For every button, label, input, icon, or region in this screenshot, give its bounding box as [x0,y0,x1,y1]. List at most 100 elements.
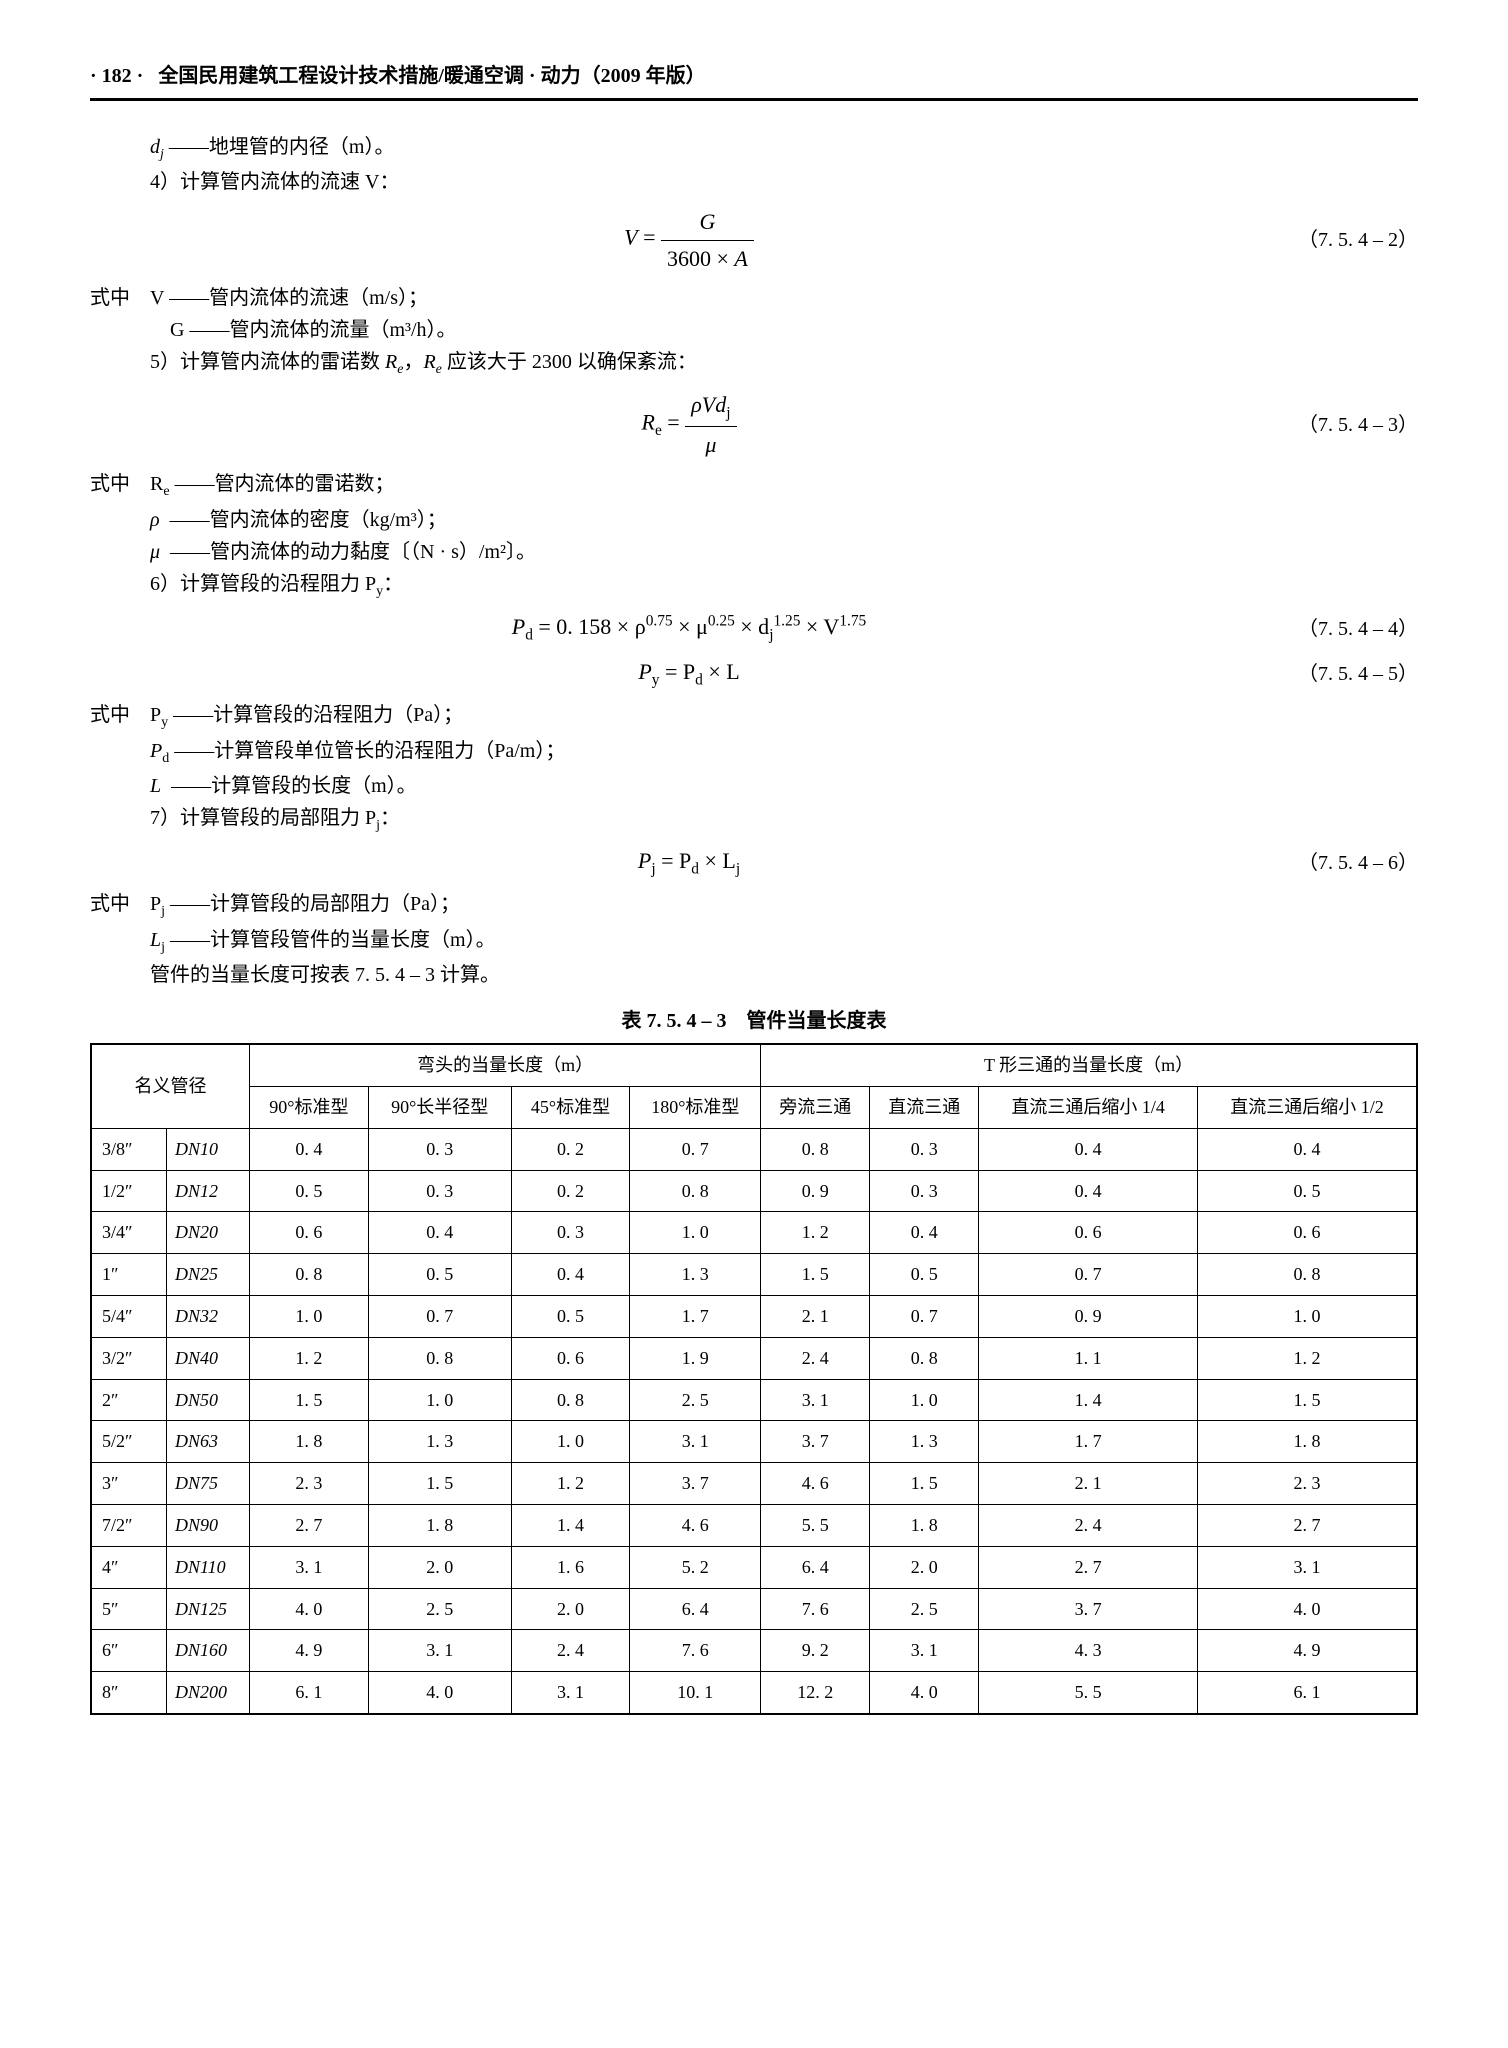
table-cell: 8″ [91,1672,167,1714]
w2a: 式中 R [90,473,163,495]
table-row: 7/2″DN902. 71. 81. 44. 65. 51. 82. 42. 7 [91,1504,1417,1546]
table-cell: 3. 1 [511,1672,630,1714]
table-title: 表 7. 5. 4 – 3 管件当量长度表 [90,1005,1418,1037]
table-cell: 2″ [91,1379,167,1421]
equiv-length-table: 名义管径 弯头的当量长度（m） T 形三通的当量长度（m） 90°标准型 90°… [90,1043,1418,1715]
eq6-mid: = P [656,848,692,873]
table-cell: 0. 5 [1198,1170,1418,1212]
table-cell: 0. 3 [870,1170,979,1212]
table-cell: 1. 8 [250,1421,369,1463]
table-cell: 0. 3 [870,1128,979,1170]
table-cell: 5″ [91,1588,167,1630]
w2c-txt: ——管内流体的动力黏度〔（N · s）/m²〕。 [165,541,536,563]
table-cell: 0. 5 [250,1170,369,1212]
eq2-body: V = G3600 × A [90,204,1288,275]
table-cell: 2. 5 [368,1588,511,1630]
table-row: 3″DN752. 31. 51. 23. 74. 61. 52. 12. 3 [91,1463,1417,1505]
table-body: 3/8″DN100. 40. 30. 20. 70. 80. 30. 40. 4… [91,1128,1417,1714]
table-cell: DN10 [167,1128,250,1170]
th-elbow: 弯头的当量长度（m） [250,1044,761,1086]
where-block-4: 式中 Pj ——计算管段的局部阻力（Pa）； Lj ——计算管段管件的当量长度（… [90,888,1418,959]
table-cell: 0. 8 [250,1254,369,1296]
item4-text: 4）计算管内流体的流速 V： [150,171,399,193]
table-row: 1″DN250. 80. 50. 41. 31. 50. 50. 70. 8 [91,1254,1417,1296]
table-cell: 1. 8 [870,1504,979,1546]
def-dj-text: ——地埋管的内径（m）。 [164,136,395,158]
eq5-number: （7. 5. 4 – 5） [1288,658,1418,690]
table-cell: 2. 4 [979,1504,1198,1546]
table-cell: 0. 8 [368,1337,511,1379]
table-cell: 1. 8 [1198,1421,1418,1463]
table-cell: 0. 8 [630,1170,761,1212]
eq4-e4: 1.75 [839,613,866,630]
table-cell: 1. 5 [870,1463,979,1505]
table-row: 2″DN501. 51. 00. 82. 53. 11. 01. 41. 5 [91,1379,1417,1421]
table-cell: 1. 0 [250,1295,369,1337]
table-cell: 2. 0 [511,1588,630,1630]
table-cell: 4. 3 [979,1630,1198,1672]
table-cell: 1. 3 [368,1421,511,1463]
table-cell: 0. 6 [511,1337,630,1379]
eq4-e1: 0.75 [646,613,673,630]
where-G: G ——管内流体的流量（m³/h）。 [170,319,457,341]
eq4-number: （7. 5. 4 – 4） [1288,613,1418,645]
w4a: 式中 P [90,893,161,915]
table-cell: DN90 [167,1504,250,1546]
th-tee: T 形三通的当量长度（m） [761,1044,1417,1086]
eq6-number: （7. 5. 4 – 6） [1288,847,1418,879]
table-cell: 0. 4 [250,1128,369,1170]
eq6-P: P [638,848,651,873]
table-cell: DN50 [167,1379,250,1421]
Re-sym2: R [423,351,435,373]
eq6-L: × L [699,848,736,873]
table-cell: 3/8″ [91,1128,167,1170]
table-row: 6″DN1604. 93. 12. 47. 69. 23. 14. 34. 9 [91,1630,1417,1672]
table-cell: 1. 2 [511,1463,630,1505]
item6-colon: ： [383,573,403,595]
table-row: 3/8″DN100. 40. 30. 20. 70. 80. 30. 40. 4 [91,1128,1417,1170]
table-cell: DN125 [167,1588,250,1630]
w2c-sym: μ [150,541,160,563]
table-cell: 4″ [91,1546,167,1588]
eq3-number: （7. 5. 4 – 3） [1288,409,1418,441]
table-cell: 0. 4 [368,1212,511,1254]
note-equiv-length: 管件的当量长度可按表 7. 5. 4 – 3 计算。 [90,959,1418,991]
table-cell: 0. 4 [1198,1128,1418,1170]
where-block-1: 式中 V ——管内流体的流速（m/s）； G ——管内流体的流量（m³/h）。 [90,282,1418,346]
table-cell: 0. 8 [870,1337,979,1379]
table-row: 8″DN2006. 14. 03. 110. 112. 24. 05. 56. … [91,1672,1417,1714]
w3a: 式中 P [90,704,161,726]
table-cell: DN25 [167,1254,250,1296]
table-cell: 3. 7 [761,1421,870,1463]
table-cell: 6. 4 [761,1546,870,1588]
eq4-e3: 1.25 [773,613,800,630]
table-cell: 6. 1 [250,1672,369,1714]
item5a: 5）计算管内流体的雷诺数 [150,351,385,373]
table-cell: 1. 0 [870,1379,979,1421]
th-e90long: 90°长半径型 [368,1087,511,1129]
table-row: 1/2″DN120. 50. 30. 20. 80. 90. 30. 40. 5 [91,1170,1417,1212]
table-cell: 6″ [91,1630,167,1672]
table-cell: 5. 5 [979,1672,1198,1714]
eq4-P: P [512,614,525,639]
w2b-sym: ρ [150,509,160,531]
table-cell: 6. 4 [630,1588,761,1630]
page-header: · 182 · 全国民用建筑工程设计技术措施/暖通空调 · 动力（2009 年版… [90,60,1418,101]
eq5-P: P [638,659,651,684]
table-cell: 2. 4 [761,1337,870,1379]
where-block-2: 式中 Re ——管内流体的雷诺数； ρ ——管内流体的密度（kg/m³）； μ … [90,468,1418,567]
eq6-body: Pj = Pd × Lj [90,843,1288,882]
table-cell: DN200 [167,1672,250,1714]
eq3-body: Re = ρVdjμ [90,387,1288,462]
table-row: 5/2″DN631. 81. 31. 03. 13. 71. 31. 71. 8 [91,1421,1417,1463]
table-cell: 0. 7 [368,1295,511,1337]
eq2-number: （7. 5. 4 – 2） [1288,224,1418,256]
table-cell: 4. 9 [250,1630,369,1672]
table-cell: 1″ [91,1254,167,1296]
table-cell: DN110 [167,1546,250,1588]
table-row: 5/4″DN321. 00. 70. 51. 72. 10. 70. 91. 0 [91,1295,1417,1337]
th-t-run: 直流三通 [870,1087,979,1129]
table-cell: 4. 6 [761,1463,870,1505]
table-cell: 3. 1 [630,1421,761,1463]
eq5-L: × L [703,659,740,684]
